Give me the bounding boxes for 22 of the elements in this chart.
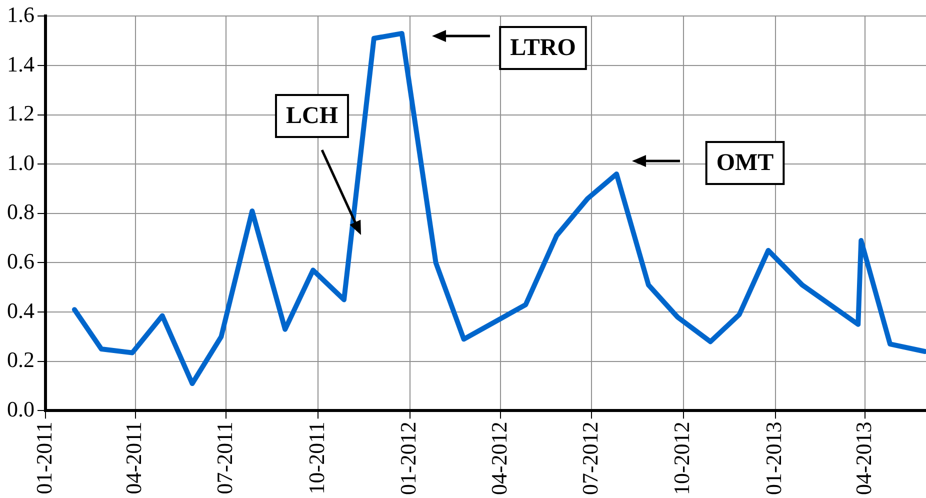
x-tick-label: 04-2011: [121, 422, 146, 494]
x-tick-label: 07-2012: [577, 422, 602, 495]
y-tick-label: 1.2: [7, 100, 34, 126]
x-tick-label: 01-2012: [396, 422, 421, 495]
annotation: OMT: [716, 150, 774, 176]
x-tick-label: 10-2011: [304, 422, 329, 494]
y-tick-label: 0.8: [7, 199, 34, 224]
y-tick-label: 0.4: [7, 298, 34, 323]
y-tick-label: 0.0: [7, 396, 34, 422]
x-tick-label: 04-2013: [850, 422, 876, 495]
x-tick-label: 04-2012: [486, 422, 512, 495]
x-tick-label: 01-2011: [31, 422, 56, 494]
y-tick-label: 0.6: [7, 248, 34, 274]
y-tick-label: 1.4: [7, 51, 34, 76]
y-tick-label: 1.0: [7, 150, 34, 175]
x-tick-label: 10-2012: [669, 422, 694, 495]
y-tick-label: 1.6: [7, 2, 34, 27]
annotation: LCH: [286, 103, 338, 130]
annotation: LTRO: [510, 35, 576, 62]
x-tick-label: 07-2011: [212, 422, 237, 494]
x-tick-label: 01-2013: [761, 422, 786, 495]
y-tick-label: 0.2: [7, 347, 34, 372]
